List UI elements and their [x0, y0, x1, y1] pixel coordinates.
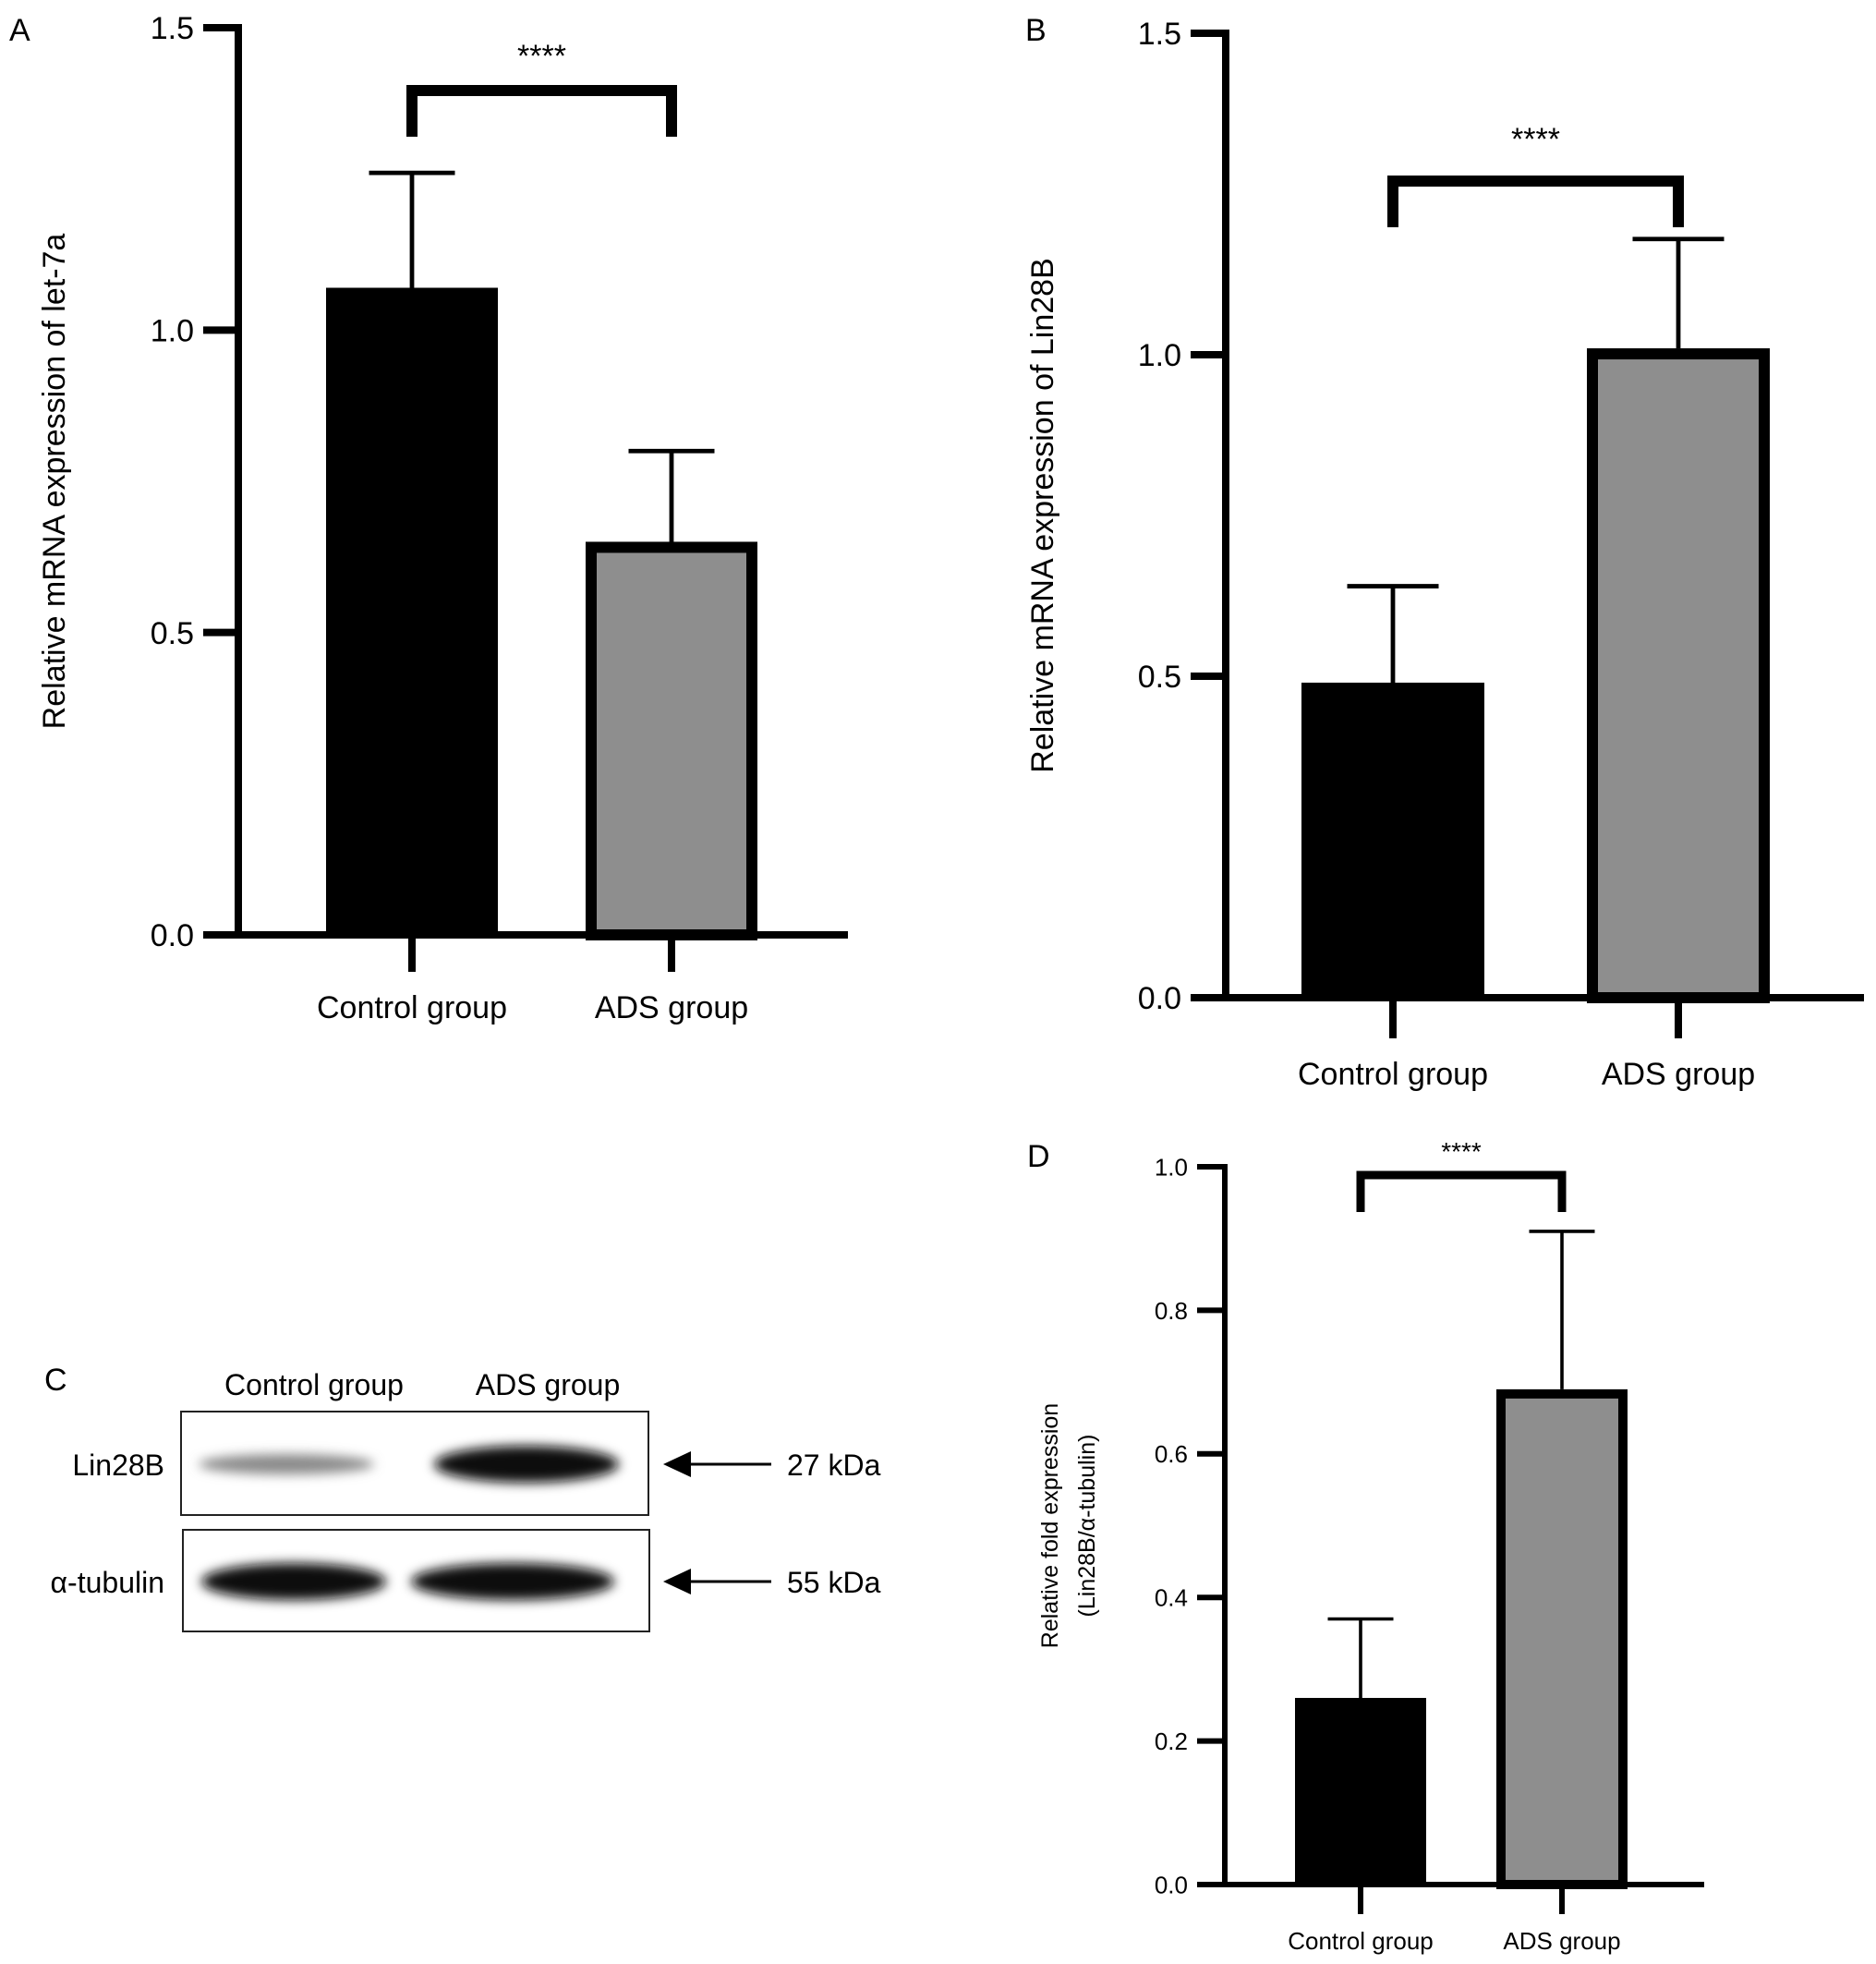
panel-c-western-blot: C Control group ADS group Lin28B 27 kDa α-tub…	[44, 1363, 881, 1632]
panel-letter: A	[9, 13, 30, 48]
x-tick-label: Control group	[1298, 1057, 1488, 1092]
y-axis-label: Relative mRNA expression of Lin28B	[1025, 258, 1060, 773]
bar	[1301, 682, 1484, 998]
y-tick-label: 0.5	[1138, 660, 1181, 695]
y-tick-label: 0.6	[1155, 1440, 1188, 1468]
blot-row-label: Lin28B	[72, 1449, 164, 1482]
y-tick-label: 1.0	[151, 314, 194, 349]
significance-bracket	[1356, 1170, 1567, 1212]
bar	[326, 287, 498, 935]
panel-letter: C	[44, 1363, 67, 1398]
y-tick-label: 0.0	[151, 918, 194, 953]
y-tick-label: 0.0	[1155, 1871, 1188, 1898]
lane-label: ADS group	[476, 1368, 621, 1401]
panel-d-chart: D 0.0 0.2 0.4 0.6 0.8 1.0 Relative fold express…	[1027, 1137, 1704, 1955]
arrow-head-icon	[663, 1569, 691, 1594]
panel-b-chart: B 0.0 0.5 1.0 1.5 Relative mRNA expression of…	[1025, 13, 1864, 1092]
panel-letter: B	[1025, 13, 1047, 48]
x-tick-label: Control group	[317, 990, 507, 1025]
significance-bracket	[1387, 176, 1684, 227]
y-tick-label: 1.5	[151, 11, 194, 46]
bar	[586, 541, 757, 940]
panel-letter: D	[1027, 1139, 1050, 1174]
y-axis-label-sub: (Lin28B/α-tubulin)	[1074, 1435, 1100, 1618]
significance-bracket	[406, 85, 677, 137]
y-tick-label: 0.4	[1155, 1584, 1188, 1612]
y-tick-label: 1.0	[1155, 1153, 1188, 1181]
y-tick-label: 0.5	[151, 616, 194, 651]
y-tick-label: 0.8	[1155, 1297, 1188, 1325]
blot-band	[434, 1446, 619, 1483]
blot-row-label: α-tubulin	[51, 1566, 164, 1599]
y-tick-label: 1.5	[1138, 17, 1181, 52]
blot-band	[199, 1454, 374, 1474]
y-tick-label: 0.0	[1138, 981, 1181, 1016]
blot-band	[411, 1563, 614, 1600]
significance-label: ****	[1441, 1137, 1482, 1166]
bar	[1295, 1697, 1426, 1885]
y-axis-label: Relative mRNA expression of let-7a	[37, 234, 72, 730]
x-tick-label: ADS group	[1602, 1057, 1755, 1092]
molecular-weight-label: 55 kDa	[787, 1566, 881, 1599]
blot-band	[201, 1563, 386, 1600]
x-tick-label: Control group	[1288, 1927, 1434, 1955]
bar	[1496, 1388, 1628, 1889]
significance-label: ****	[517, 39, 566, 74]
panel-a-chart: A 0.0 0.5 1.0 1.5 Relative mRNA expression of…	[9, 11, 848, 1025]
molecular-weight-label: 27 kDa	[787, 1449, 881, 1482]
y-tick-label: 1.0	[1138, 338, 1181, 373]
y-axis-label: Relative fold expression	[1037, 1403, 1063, 1648]
arrow-head-icon	[663, 1451, 691, 1477]
x-tick-label: ADS group	[1503, 1927, 1620, 1955]
significance-label: ****	[1511, 122, 1560, 157]
x-tick-label: ADS group	[595, 990, 748, 1025]
bar	[1587, 348, 1770, 1004]
lane-label: Control group	[224, 1368, 404, 1401]
y-tick-label: 0.2	[1155, 1728, 1188, 1755]
